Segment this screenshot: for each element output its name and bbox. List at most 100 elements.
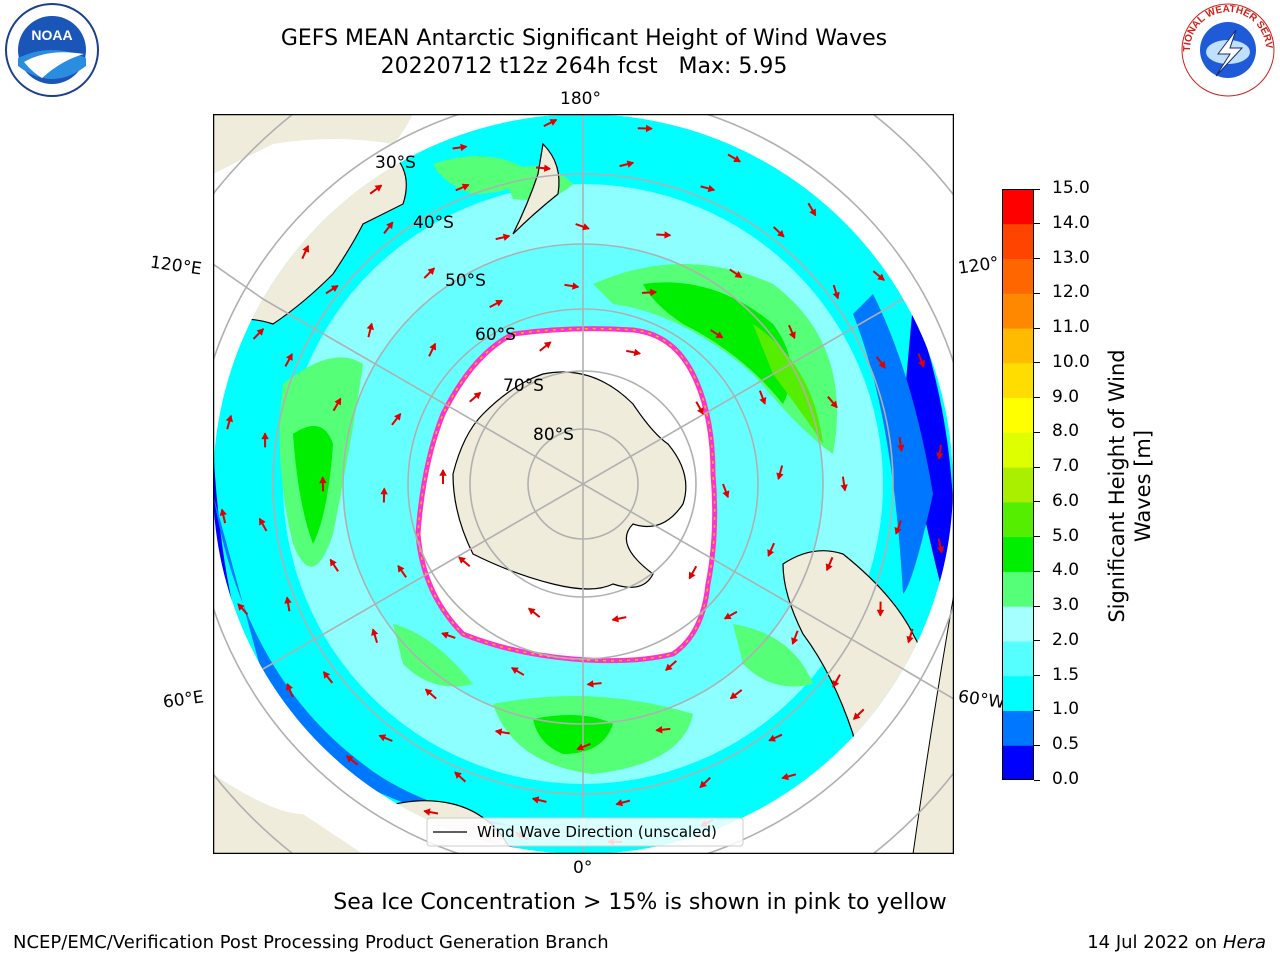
wave-arrow-head [256,328,265,336]
footer-date: 14 Jul 2022 on Hera [1087,932,1266,953]
wave-arrow-head [371,628,379,636]
map-subtitle: 20220712 t12z 264h fcst Max: 5.95 [380,54,788,79]
colorbar-segment [1002,362,1034,399]
wave-arrow-head [461,183,470,191]
lat-label-40: 40°S [413,213,454,233]
wave-arrow-head [510,667,519,675]
wave-arrow-head [374,184,383,192]
map-legend: Wind Wave Direction (unscaled) [426,817,744,847]
wave-arrow-head [423,808,431,816]
wave-arrow-head [664,231,672,239]
wave-arrow-head [427,267,436,275]
colorbar-segment [1002,571,1034,607]
wave-arrow-head [665,663,673,671]
wave-arrow-head [722,490,730,499]
wave-arrow-head [611,615,619,623]
colorbar-frame [1002,189,1034,780]
footer-credit: NCEP/EMC/Verification Post Processing Pr… [13,932,609,953]
colorbar-tick-mark [1034,709,1040,711]
colorbar-tick-label: 12.0 [1052,282,1090,303]
colorbar-label: Significant Height of Wind Waves [m] [1104,336,1156,636]
wave-arrow-head [791,637,799,645]
wave-arrow-head [715,331,724,339]
wave-arrow-head [441,631,449,639]
wave-arrow-head [225,414,233,423]
lat-label-50: 50°S [445,271,486,291]
wave-arrow-head [781,772,789,781]
lon-label-60e: 60°E [161,687,206,713]
colorbar-segment [1002,189,1034,225]
wave-arrow-head [809,208,817,217]
wave-arrow-head [439,468,447,476]
wave-arrow-head [219,508,227,516]
wave-arrow-head [549,119,558,126]
wave-arrow-head [473,391,482,400]
wave-arrow-head [759,397,767,405]
wave-arrow-head [729,692,738,700]
wave-arrow-head [345,755,354,763]
lon-label-120e: 120°E [148,252,203,280]
colorbar-tick-label: 0.5 [1052,734,1080,755]
wave-arrow-head [502,233,511,241]
wave-arrow-head [494,728,503,736]
colorbar-segment [1002,467,1034,503]
colorbar-tick-label: 4.0 [1052,560,1080,581]
wave-arrow-head [237,603,245,611]
wave-arrow-head [454,771,462,779]
wave-arrow-head [768,734,776,742]
wave-arrow-head [543,341,552,349]
wave-arrow-head [286,682,293,691]
footer-date-text: 14 Jul 2022 on [1087,932,1223,953]
colorbar-tick-mark [1034,466,1040,468]
colorbar-tick-label: 1.0 [1052,699,1080,720]
svg-text:NOAA: NOAA [31,27,72,43]
wave-arrow-head [655,726,663,734]
wave-arrow-head [788,331,796,340]
wave-arrow-head [852,712,861,720]
wave-arrow-head [458,556,466,564]
colorbar-tick-label: 1.5 [1052,664,1080,685]
wave-arrow-head [832,291,840,300]
wave-arrow-head [429,342,437,351]
wave-arrow-head [723,612,732,620]
colorbar-tick-mark [1034,292,1040,294]
colorbar-segment [1002,745,1034,780]
wave-arrow-head [707,184,716,193]
lon-label-60w: 60°W [956,686,1007,714]
wave-arrow-head [936,452,944,460]
colorbar-segment [1002,293,1034,329]
wave-arrow-head [699,780,707,789]
wave-arrow-head [830,400,838,409]
colorbar-tick-label: 7.0 [1052,456,1080,477]
colorbar-segment [1002,328,1034,364]
wave-arrow-head [645,124,653,133]
colorbar-tick-mark [1034,223,1040,225]
wave-arrow-head [302,245,310,253]
colorbar-tick-mark [1034,744,1040,746]
footer-host: Hera [1222,932,1266,953]
colorbar-tick-mark [1034,362,1040,364]
colorbar-tick-label: 6.0 [1052,490,1080,511]
colorbar-segment [1002,675,1034,711]
wave-arrow-head [286,353,293,361]
colorbar-tick-mark [1034,675,1040,677]
wave-arrow-head [832,679,840,688]
colorbar-segment [1002,501,1034,538]
wave-arrow-head [877,273,885,281]
wave-arrow-head [767,549,775,557]
wave-arrow-head [697,407,704,415]
wave-arrow-head [650,288,658,297]
colorbar-tick-label: 8.0 [1052,421,1080,442]
colorbar-tick-label: 0.0 [1052,769,1080,789]
colorbar-tick-label: 5.0 [1052,525,1080,546]
lon-label-180: 180° [560,89,601,109]
colorbar-tick-mark [1034,501,1040,503]
lat-label-30: 30°S [375,153,416,173]
wave-arrow-head [878,361,886,369]
colorbar-tick-label: 14.0 [1052,212,1090,233]
colorbar-segment [1002,258,1034,294]
wave-arrow-head [366,322,374,331]
colorbar-tick-mark [1034,188,1040,190]
colorbar-tick-label: 13.0 [1052,247,1090,268]
colorbar-segment [1002,223,1034,260]
